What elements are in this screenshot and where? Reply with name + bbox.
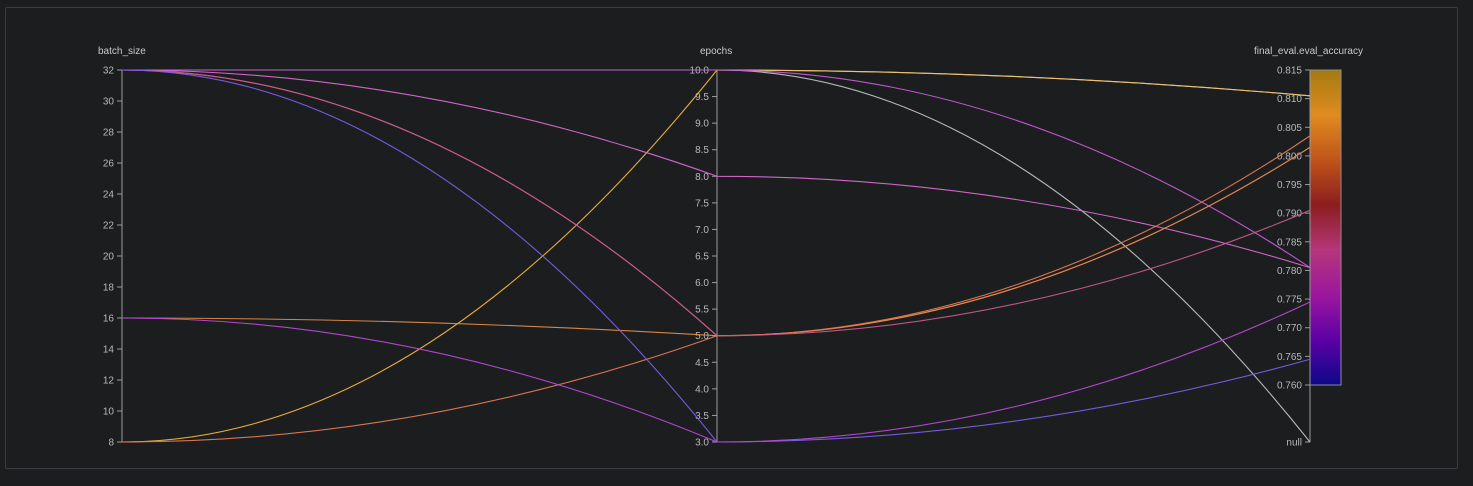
tick-label: 8.0 [695,172,709,183]
tick-label: 3.0 [695,438,709,449]
tick-label: 0.785 [1277,237,1302,248]
run-line-2[interactable] [122,69,1311,97]
tick-label: 4.0 [695,384,709,395]
tick-label: 0.810 [1277,94,1302,105]
tick-label: 0.760 [1277,381,1302,392]
tick-label: 18 [103,283,115,294]
axis-title: epochs [700,46,732,57]
run-line-5[interactable] [121,69,1311,269]
tick-label: 26 [103,159,115,170]
tick-label: 10.0 [690,66,710,77]
tick-label: 0.790 [1277,209,1302,220]
tick-label: 0.780 [1277,266,1302,277]
tick-label: 0.795 [1277,180,1302,191]
tick-label: 28 [103,128,115,139]
tick-label: 32 [103,66,115,77]
tick-label: 8.5 [695,145,709,156]
tick-label: 20 [103,252,115,263]
tick-label: 0.805 [1277,123,1302,134]
tick-label: 5.5 [695,305,709,316]
axis-epochs: epochs 3.0 3.5 4.0 4.5 5.0 5.5 6.0 6.5 7.0 7.5 8.0 8… [690,46,733,449]
tick-label: 6.5 [695,252,709,263]
tick-label: 0.800 [1277,151,1302,162]
run-line-11[interactable] [121,301,1311,443]
axis-title: final_eval.eval_accuracy [1254,46,1363,57]
axis-title: batch_size [98,46,146,57]
tick-label: 24 [103,190,115,201]
axis-final-eval-eval-accuracy: final_eval.eval_accuracy 0.760 0.765 0.770 0… [1254,46,1363,449]
tick-label: 0.765 [1277,352,1302,363]
tick-label: 14 [103,345,115,356]
tick-label: 7.0 [695,225,709,236]
tick-label: 8 [108,438,114,449]
null-tick-label: null [1286,438,1302,449]
tick-label: 30 [103,97,115,108]
run-line-4[interactable] [122,69,1311,269]
tick-label: 3.5 [695,411,709,422]
axis-batch-size: batch_size 8 10 12 14 16 18 20 22 24 26 28 30 32 [98,46,146,449]
tick-label: 22 [103,221,115,232]
tick-label: 6.0 [695,278,709,289]
run-lines [121,69,1311,443]
tick-label: 9.0 [695,119,709,130]
tick-label: 16 [103,314,115,325]
tick-label: 5.0 [695,331,709,342]
tick-label: 4.5 [695,358,709,369]
tick-label: 9.5 [695,92,709,103]
run-line-9[interactable] [121,69,1311,337]
tick-label: 7.5 [695,198,709,209]
run-line-10[interactable] [121,69,1311,443]
tick-label: 12 [103,376,115,387]
tick-label: 0.815 [1277,66,1302,77]
tick-label: 0.775 [1277,295,1302,306]
accuracy-colorbar [1309,69,1342,386]
run-line-8[interactable] [121,135,1311,443]
tick-label: 10 [103,407,115,418]
chart-panel [5,7,1458,469]
tick-label: 0.770 [1277,323,1302,334]
